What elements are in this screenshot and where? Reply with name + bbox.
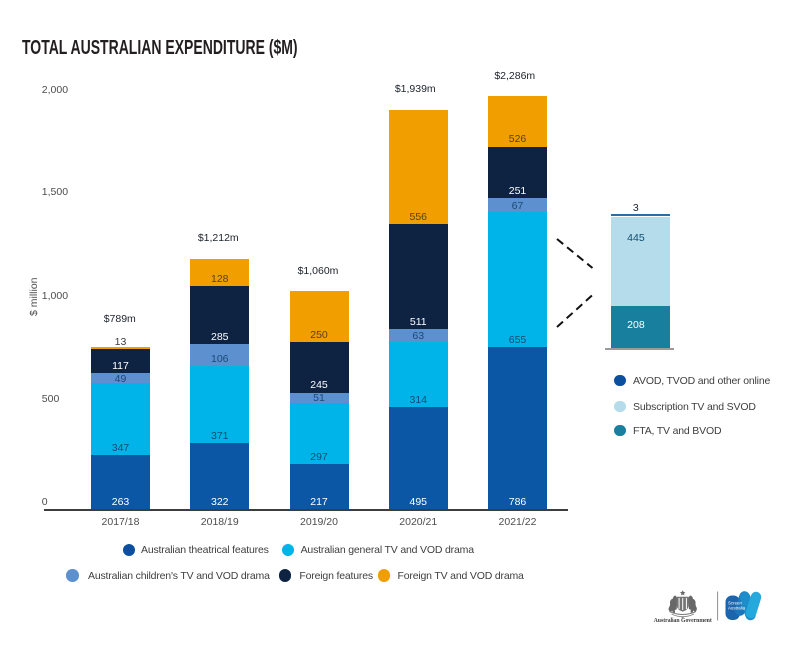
svg-text:Screen: Screen — [728, 600, 742, 605]
svg-text:Australian Government: Australian Government — [654, 618, 712, 624]
svg-text:Australia: Australia — [728, 605, 746, 610]
